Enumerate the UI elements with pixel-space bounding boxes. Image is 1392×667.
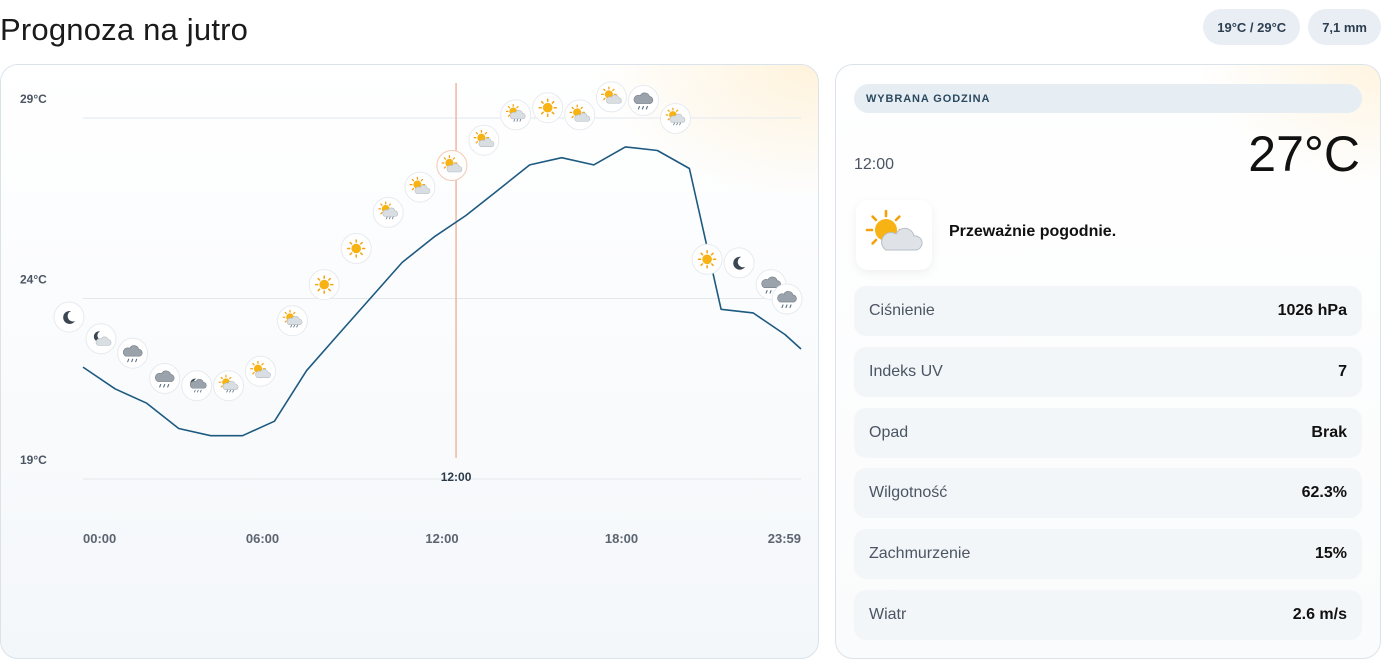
summary-pills: 19°C / 29°C 7,1 mm [1203, 9, 1381, 45]
hour-weather-sun-cloud-rain-icon[interactable] [213, 370, 244, 402]
hour-weather-sun-cloud-icon[interactable] [436, 150, 468, 181]
metric-pressure: Ciśnienie 1026 hPa [854, 286, 1362, 336]
metric-label: Wilgotność [869, 484, 948, 502]
metric-cloud-cover: Zachmurzenie 15% [854, 529, 1362, 580]
metric-label: Ciśnienie [869, 302, 935, 319]
y-tick-label: 19°C [20, 453, 47, 467]
hour-weather-sun-cloud-icon[interactable] [245, 355, 276, 387]
x-tick-label: 23:59 [768, 531, 801, 546]
temperature-chart[interactable]: 29°C 24°C 19°C 00:00 06:00 12:00 18:00 23:59 12:… [1, 65, 819, 659]
hour-weather-sun-cloud-icon[interactable] [595, 81, 627, 113]
hourly-chart-card: 29°C 24°C 19°C 00:00 06:00 12:00 18:00 23:59 12:… [0, 64, 819, 659]
hour-weather-cloud-rain-icon[interactable] [771, 283, 803, 315]
y-tick-label: 24°C [20, 273, 47, 287]
precip-total-badge: 7,1 mm [1308, 9, 1381, 45]
metrics-list: Ciśnienie 1026 hPa Indeks UV 7 Opad Brak… [854, 286, 1362, 651]
hour-weather-sun-cloud-rain-icon[interactable] [659, 103, 691, 134]
y-tick-label: 29°C [20, 92, 47, 106]
metric-humidity: Wilgotność 62.3% [854, 468, 1362, 519]
sun-cloud-icon [856, 200, 932, 270]
hour-weather-sun-cloud-icon[interactable] [564, 99, 596, 131]
hour-weather-cloud-rain-icon[interactable] [149, 363, 181, 394]
metric-value: 1026 hPa [1277, 302, 1347, 319]
metric-value: 62.3% [1301, 484, 1347, 502]
temperature-line [82, 146, 802, 437]
metric-uv-index: Indeks UV 7 [854, 346, 1362, 397]
hour-weather-sun-cloud-rain-icon[interactable] [277, 305, 308, 337]
hour-weather-sun-icon[interactable] [532, 92, 564, 124]
hour-weather-cloud-drizzle-icon[interactable] [181, 370, 213, 402]
x-tick-label: 06:00 [246, 531, 279, 546]
metric-value: Brak [1311, 423, 1347, 441]
x-tick-label: 12:00 [425, 531, 458, 546]
metric-label: Indeks UV [869, 362, 943, 380]
metric-value: 15% [1314, 545, 1347, 563]
metric-wind: Wiatr 2.6 m/s [854, 589, 1362, 640]
x-tick-label: 00:00 [83, 531, 116, 546]
metric-precipitation: Opad Brak [854, 407, 1362, 458]
hour-weather-cloud-rain-icon[interactable] [117, 337, 149, 369]
hour-weather-moon-cloud-icon[interactable] [85, 323, 117, 355]
metric-value: 7 [1338, 362, 1347, 380]
hour-weather-moon-icon[interactable] [53, 301, 85, 333]
page-title: Prognoza na jutro [0, 12, 249, 47]
hour-weather-sun-icon[interactable] [340, 233, 372, 264]
hour-weather-cloud-rain-icon[interactable] [627, 85, 659, 116]
metric-value: 2.6 m/s [1292, 605, 1347, 623]
metric-label: Wiatr [869, 605, 907, 623]
hour-weather-sun-cloud-icon[interactable] [468, 124, 500, 156]
metric-label: Opad [869, 423, 909, 441]
section-label: WYBRANA GODZINA [854, 84, 1362, 113]
hour-weather-sun-cloud-rain-icon[interactable] [500, 99, 532, 131]
temp-range-badge: 19°C / 29°C [1203, 9, 1301, 45]
selected-temperature: 27°C [1248, 126, 1360, 182]
selected-hour-card: WYBRANA GODZINA 12:00 27°C Przeważnie po… [835, 64, 1381, 659]
x-tick-label: 18:00 [605, 531, 638, 546]
hour-weather-sun-icon[interactable] [308, 269, 340, 301]
hour-weather-sun-icon[interactable] [691, 243, 723, 275]
metric-label: Zachmurzenie [869, 545, 971, 563]
selected-hour-label: 12:00 [441, 470, 472, 484]
selected-time: 12:00 [854, 156, 895, 173]
hour-weather-sun-cloud-rain-icon[interactable] [372, 196, 404, 228]
hour-weather-moon-icon[interactable] [723, 247, 755, 279]
hour-weather-sun-cloud-icon[interactable] [404, 171, 436, 203]
condition-description: Przeważnie pogodnie. [949, 223, 1117, 240]
